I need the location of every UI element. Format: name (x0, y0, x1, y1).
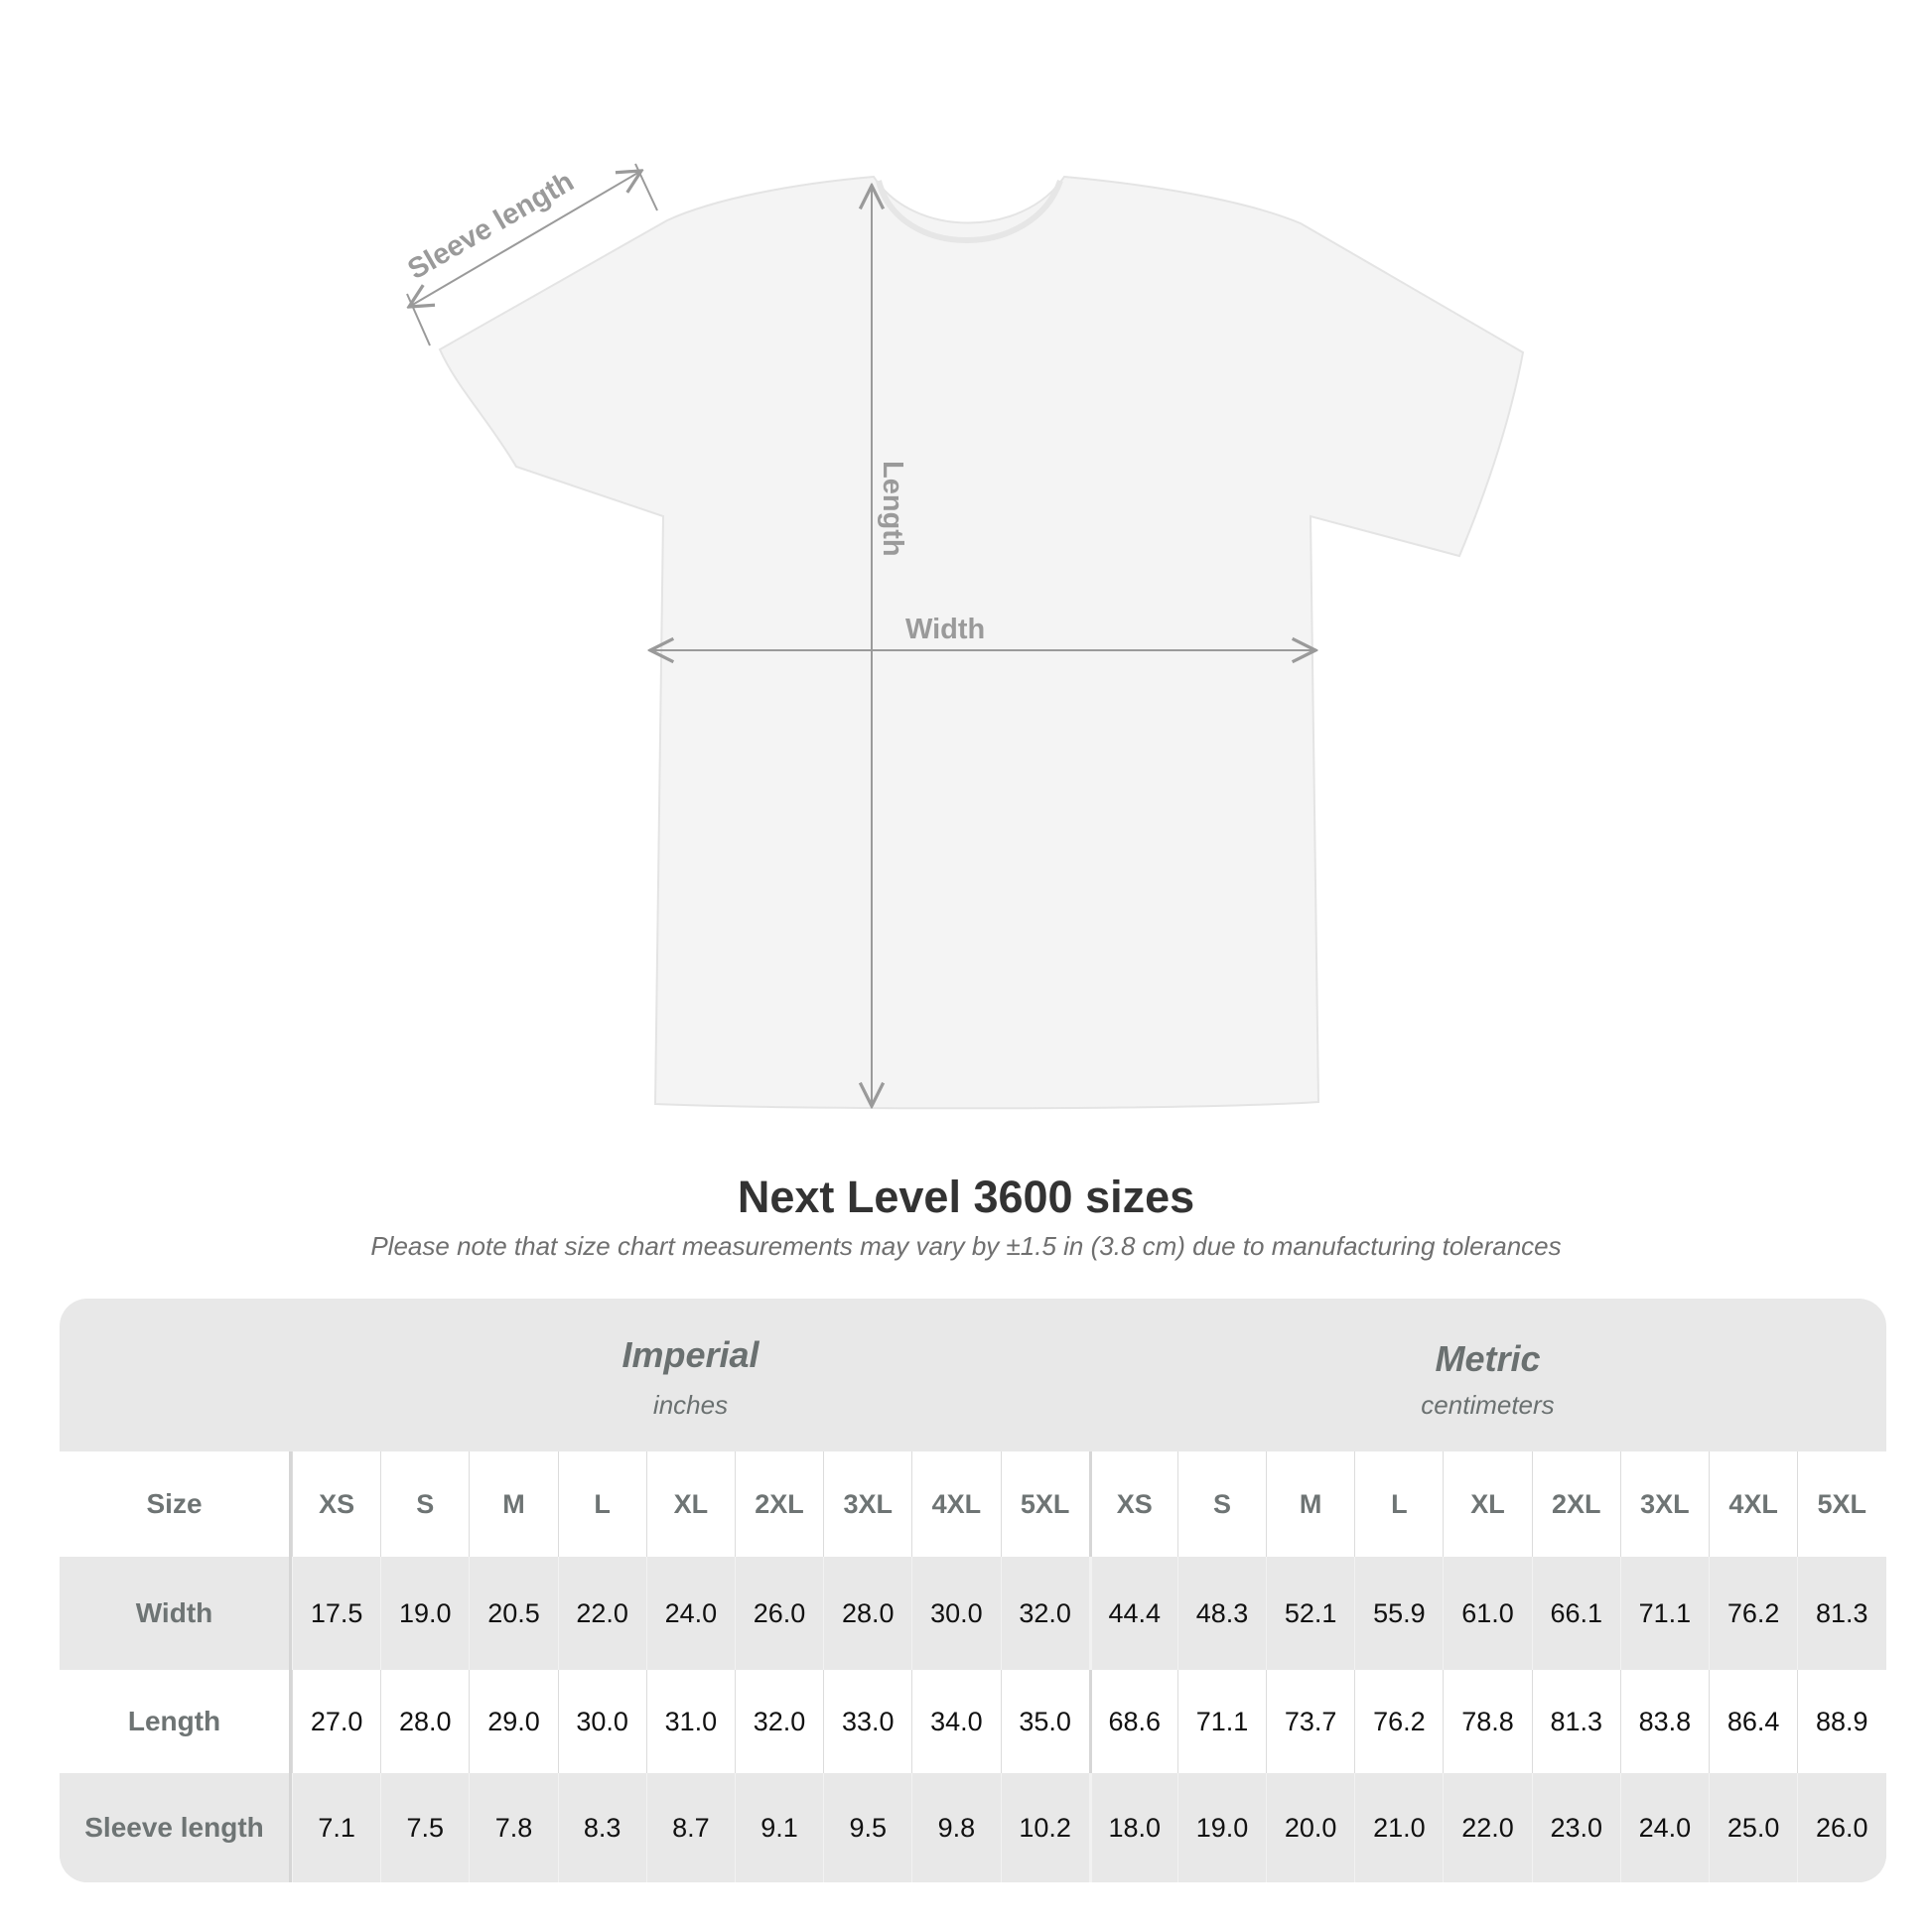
table-cell: 28.0 (380, 1670, 469, 1773)
table-cell: 83.8 (1619, 1670, 1709, 1773)
table-cell: 44.4 (1088, 1557, 1177, 1670)
metric-header: Metric centimeters (1089, 1299, 1886, 1491)
table-cell: 76.2 (1354, 1670, 1443, 1773)
length-label: Length (877, 461, 908, 557)
table-cell: 76.2 (1709, 1557, 1797, 1670)
table-cell: 24.0 (645, 1557, 735, 1670)
size-table: Imperial inches Metric centimeters Size … (60, 1299, 1886, 1882)
size-header-cell: 2XL (734, 1451, 823, 1557)
table-cell: 9.8 (911, 1773, 1000, 1882)
table-cell: 32.0 (734, 1670, 823, 1773)
size-header-cell: 4XL (911, 1451, 1000, 1557)
size-header-cell: S (1176, 1451, 1266, 1557)
table-cell: 52.1 (1266, 1557, 1354, 1670)
sleeve-arrow (409, 171, 641, 307)
size-header-cell: 4XL (1709, 1451, 1797, 1557)
sleeve-length-label: Sleeve length (403, 166, 580, 286)
table-cell: 88.9 (1797, 1670, 1885, 1773)
table-cell: 55.9 (1354, 1557, 1443, 1670)
size-header-cell: XS (292, 1451, 380, 1557)
table-cell: 24.0 (1619, 1773, 1709, 1882)
imperial-title: Imperial (621, 1334, 759, 1375)
row-label: Size (60, 1451, 292, 1557)
table-cell: 22.0 (557, 1557, 646, 1670)
row-label: Length (60, 1670, 292, 1773)
table-cell: 71.1 (1176, 1670, 1266, 1773)
tolerance-note: Please note that size chart measurements… (370, 1231, 1562, 1261)
table-cell: 32.0 (1000, 1557, 1089, 1670)
table-cell: 66.1 (1531, 1557, 1620, 1670)
table-cell: 35.0 (1000, 1670, 1089, 1773)
table-cell: 27.0 (292, 1670, 380, 1773)
table-cell: 31.0 (645, 1670, 735, 1773)
table-cell: 20.0 (1266, 1773, 1354, 1882)
table-cell: 9.1 (734, 1773, 823, 1882)
size-header-cell: 3XL (823, 1451, 911, 1557)
tshirt-diagram: Sleeve length Length Width (403, 163, 1525, 1110)
table-cell: 33.0 (823, 1670, 911, 1773)
table-cell: 34.0 (911, 1670, 1000, 1773)
size-header-cell: 2XL (1531, 1451, 1620, 1557)
size-header-cell: S (380, 1451, 469, 1557)
size-header-cell: XL (1443, 1451, 1531, 1557)
table-cell: 73.7 (1266, 1670, 1354, 1773)
table-cell: 8.7 (645, 1773, 735, 1882)
table-cell: 10.2 (1000, 1773, 1089, 1882)
table-cell: 7.5 (380, 1773, 469, 1882)
size-header-cell: L (1354, 1451, 1443, 1557)
table-cell: 19.0 (380, 1557, 469, 1670)
table-cell: 26.0 (734, 1557, 823, 1670)
table-cell: 9.5 (823, 1773, 911, 1882)
size-header-cell: XS (1088, 1451, 1177, 1557)
table-cell: 17.5 (292, 1557, 380, 1670)
table-cell: 48.3 (1176, 1557, 1266, 1670)
table-cell: 61.0 (1443, 1557, 1531, 1670)
table-row: Width 17.5 19.0 20.5 22.0 24.0 26.0 28.0 30.0 32.… (60, 1557, 1886, 1670)
table-cell: 71.1 (1619, 1557, 1709, 1670)
table-cell: 7.1 (292, 1773, 380, 1882)
imperial-unit: inches (652, 1390, 729, 1420)
size-header-cell: 5XL (1000, 1451, 1089, 1557)
table-cell: 78.8 (1443, 1670, 1531, 1773)
table-row: Sleeve length 7.1 7.5 7.8 8.3 8.7 9.1 9.5 9.8 10.… (60, 1773, 1886, 1882)
table-cell: 22.0 (1443, 1773, 1531, 1882)
table-cell: 23.0 (1531, 1773, 1620, 1882)
table-cell: 26.0 (1797, 1773, 1885, 1882)
table-cell: 19.0 (1176, 1773, 1266, 1882)
size-header-cell: XL (645, 1451, 735, 1557)
row-label: Sleeve length (60, 1773, 292, 1882)
page-title: Next Level 3600 sizes (737, 1172, 1195, 1222)
size-header-cell: 5XL (1797, 1451, 1885, 1557)
imperial-header: Imperial inches (292, 1299, 1089, 1487)
table-cell: 81.3 (1797, 1557, 1885, 1670)
table-cell: 81.3 (1531, 1670, 1620, 1773)
metric-unit: centimeters (1421, 1390, 1555, 1420)
size-header-cell: 3XL (1619, 1451, 1709, 1557)
table-cell: 30.0 (557, 1670, 646, 1773)
table-cell: 21.0 (1354, 1773, 1443, 1882)
table-cell: 8.3 (557, 1773, 646, 1882)
table-cell: 7.8 (469, 1773, 557, 1882)
table-cell: 28.0 (823, 1557, 911, 1670)
table-cell: 68.6 (1088, 1670, 1177, 1773)
table-cell: 29.0 (469, 1670, 557, 1773)
table-cell: 18.0 (1088, 1773, 1177, 1882)
row-label: Width (60, 1557, 292, 1670)
size-header-cell: M (1266, 1451, 1354, 1557)
table-row: Length 27.0 28.0 29.0 30.0 31.0 32.0 33.0 34.0 35… (60, 1670, 1886, 1773)
table-cell: 25.0 (1709, 1773, 1797, 1882)
size-header-cell: M (469, 1451, 557, 1557)
table-cell: 86.4 (1709, 1670, 1797, 1773)
size-row: Size XS S M L XL 2XL 3XL 4XL 5XL XS S M L XL 2XL 3XL 4XL… (60, 1451, 1886, 1557)
table-cell: 30.0 (911, 1557, 1000, 1670)
size-header-cell: L (557, 1451, 646, 1557)
width-label: Width (905, 614, 985, 645)
metric-title: Metric (1435, 1338, 1541, 1379)
table-cell: 20.5 (469, 1557, 557, 1670)
